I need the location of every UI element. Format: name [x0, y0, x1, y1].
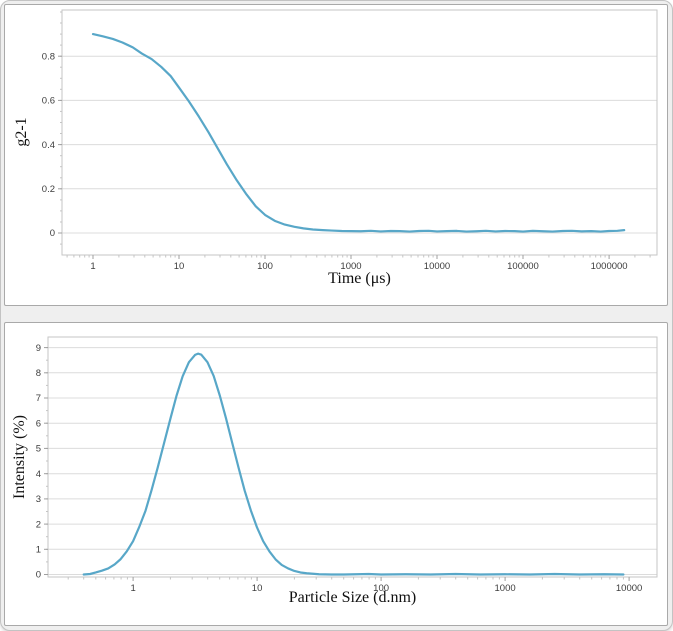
- svg-text:1000: 1000: [495, 583, 516, 594]
- svg-text:7: 7: [36, 393, 41, 404]
- svg-text:0.6: 0.6: [42, 96, 55, 107]
- size-distribution-panel: 0 1 2 3 4 5 6 7 8 9 1 10 100 1000 10000 Particle Size …: [4, 322, 668, 626]
- svg-text:1: 1: [36, 545, 41, 556]
- svg-text:4: 4: [36, 469, 41, 480]
- svg-text:0.8: 0.8: [42, 51, 55, 62]
- svg-text:10: 10: [174, 261, 185, 272]
- size-distribution-chart: 0 1 2 3 4 5 6 7 8 9 1 10 100 1000 10000: [36, 336, 658, 594]
- svg-text:0.2: 0.2: [42, 184, 55, 195]
- svg-text:10000: 10000: [616, 583, 642, 594]
- svg-text:1: 1: [90, 261, 95, 272]
- correlogram-x-axis-title: Time (μs): [328, 270, 391, 287]
- svg-text:2: 2: [36, 519, 41, 530]
- svg-text:3: 3: [36, 494, 41, 505]
- size-distribution-y-axis-title: Intensity (%): [11, 415, 28, 499]
- svg-text:10: 10: [252, 583, 263, 594]
- svg-text:1000000: 1000000: [591, 261, 628, 272]
- svg-text:0: 0: [36, 570, 41, 581]
- correlogram-y-axis-title: g2-1: [13, 117, 30, 147]
- svg-text:0: 0: [50, 228, 55, 239]
- svg-text:1000: 1000: [340, 261, 361, 272]
- svg-text:100: 100: [257, 261, 273, 272]
- svg-text:10000: 10000: [424, 261, 450, 272]
- size-distribution-x-axis-title: Particle Size (d.nm): [288, 589, 417, 606]
- svg-text:5: 5: [36, 444, 41, 455]
- svg-text:100000: 100000: [507, 261, 539, 272]
- correlogram-chart: 0 0.2 0.4 0.6 0.8 1 10 100 1000 10000 100000 100000…: [42, 9, 658, 272]
- svg-text:8: 8: [36, 368, 41, 379]
- svg-text:0.4: 0.4: [42, 140, 55, 151]
- svg-text:9: 9: [36, 343, 41, 354]
- correlogram-panel: 0 0.2 0.4 0.6 0.8 1 10 100 1000 10000 100000 100000…: [4, 4, 668, 306]
- svg-text:6: 6: [36, 418, 41, 429]
- svg-text:100: 100: [373, 583, 389, 594]
- svg-text:1: 1: [130, 583, 135, 594]
